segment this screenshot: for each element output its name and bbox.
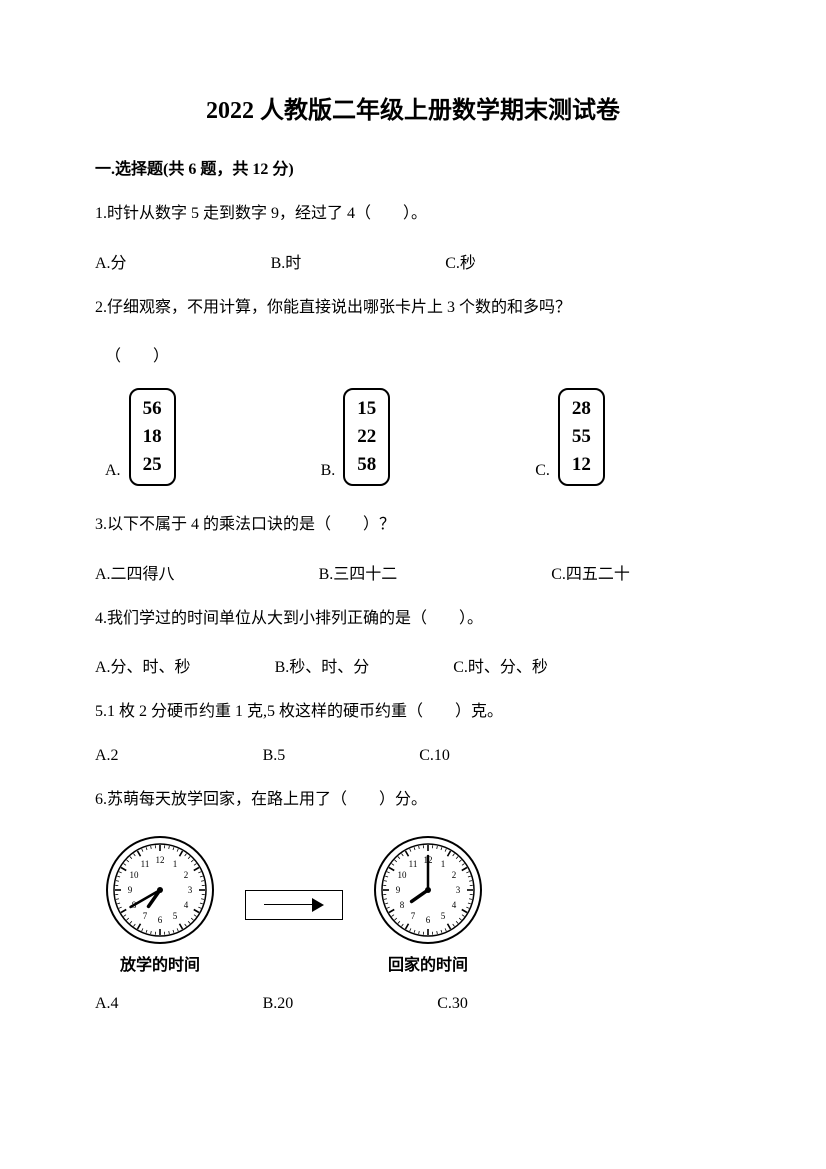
q2-card-a: A. 56 18 25 xyxy=(105,388,176,486)
q2-card-a-n1: 56 xyxy=(143,398,162,420)
clock-1-svg: 123456789101112 xyxy=(105,835,215,945)
page-title: 2022 人教版二年级上册数学期末测试卷 xyxy=(95,90,731,125)
arrow-line xyxy=(264,904,314,906)
svg-text:6: 6 xyxy=(426,915,431,925)
svg-text:9: 9 xyxy=(128,885,133,895)
arrow-head xyxy=(312,898,324,912)
q2-card-a-box: 56 18 25 xyxy=(129,388,176,486)
q2-card-c-label: C. xyxy=(535,462,550,480)
q4-opt-a: A.分、时、秒 xyxy=(95,653,191,677)
q5-opt-c: C.10 xyxy=(419,747,450,765)
q4-text: 4.我们学过的时间单位从大到小排列正确的是（ ）。 xyxy=(95,606,731,632)
q4-opt-b: B.秒、时、分 xyxy=(275,653,370,677)
svg-text:8: 8 xyxy=(400,900,405,910)
svg-text:3: 3 xyxy=(188,885,193,895)
q4-options: A.分、时、秒 B.秒、时、分 C.时、分、秒 xyxy=(95,653,731,677)
q6-text: 6.苏萌每天放学回家，在路上用了（ ）分。 xyxy=(95,787,731,813)
svg-text:6: 6 xyxy=(158,915,163,925)
svg-text:1: 1 xyxy=(441,859,446,869)
svg-text:11: 11 xyxy=(141,859,150,869)
q2-card-c-box: 28 55 12 xyxy=(558,388,605,486)
svg-text:4: 4 xyxy=(184,900,189,910)
svg-text:11: 11 xyxy=(409,859,418,869)
q5-options: A.2 B.5 C.10 xyxy=(95,747,731,765)
q2-text: 2.仔细观察，不用计算，你能直接说出哪张卡片上 3 个数的和多吗？ xyxy=(95,295,731,321)
clock-2: 123456789101112 回家的时间 xyxy=(373,835,483,975)
q2-cards: A. 56 18 25 B. 15 22 58 C. 28 55 12 xyxy=(95,388,731,486)
q3-text: 3.以下不属于 4 的乘法口诀的是（ ）？ xyxy=(95,512,731,538)
q2-card-a-label: A. xyxy=(105,462,121,480)
q3-opt-b: B.三四十二 xyxy=(319,560,398,584)
svg-text:2: 2 xyxy=(184,870,189,880)
q2-card-b-n3: 58 xyxy=(357,454,376,476)
svg-text:5: 5 xyxy=(441,911,446,921)
q1-opt-c: C.秒 xyxy=(445,249,476,273)
section-header: 一.选择题(共 6 题，共 12 分) xyxy=(95,155,731,179)
svg-text:12: 12 xyxy=(156,855,165,865)
clock-2-svg: 123456789101112 xyxy=(373,835,483,945)
q2-card-c-n2: 55 xyxy=(572,426,591,448)
q2-card-b-n2: 22 xyxy=(357,426,376,448)
q1-opt-a: A.分 xyxy=(95,249,127,273)
q1-text: 1.时针从数字 5 走到数字 9，经过了 4（ ）。 xyxy=(95,201,731,227)
q2-card-c: C. 28 55 12 xyxy=(535,388,605,486)
q3-options: A.二四得八 B.三四十二 C.四五二十 xyxy=(95,560,731,584)
q6-opt-a: A.4 xyxy=(95,995,119,1013)
clock-1: 123456789101112 放学的时间 xyxy=(105,835,215,975)
svg-text:5: 5 xyxy=(173,911,178,921)
q3-opt-a: A.二四得八 xyxy=(95,560,175,584)
q2-card-b-label: B. xyxy=(321,462,336,480)
q6-options: A.4 B.20 C.30 xyxy=(95,995,731,1013)
q4-opt-c: C.时、分、秒 xyxy=(453,653,548,677)
q5-opt-a: A.2 xyxy=(95,747,119,765)
clock-1-caption: 放学的时间 xyxy=(120,951,200,975)
svg-text:10: 10 xyxy=(130,870,140,880)
q1-opt-b: B.时 xyxy=(271,249,302,273)
q5-opt-b: B.5 xyxy=(263,747,286,765)
q2-paren: （ ） xyxy=(105,342,731,366)
q3-opt-c: C.四五二十 xyxy=(551,560,630,584)
arrow-icon xyxy=(245,890,343,920)
svg-text:9: 9 xyxy=(396,885,401,895)
q2-card-c-n3: 12 xyxy=(572,454,591,476)
q2-card-b-box: 15 22 58 xyxy=(343,388,390,486)
svg-text:3: 3 xyxy=(456,885,461,895)
q2-card-a-n2: 18 xyxy=(143,426,162,448)
svg-text:7: 7 xyxy=(411,911,416,921)
q2-card-b-n1: 15 xyxy=(357,398,376,420)
svg-text:10: 10 xyxy=(398,870,408,880)
svg-text:2: 2 xyxy=(452,870,457,880)
q6-clocks: 123456789101112 放学的时间 123456789101112 回家… xyxy=(105,835,731,975)
q5-text: 5.1 枚 2 分硬币约重 1 克,5 枚这样的硬币约重（ ）克。 xyxy=(95,699,731,725)
clock-2-caption: 回家的时间 xyxy=(388,951,468,975)
q2-card-a-n3: 25 xyxy=(143,454,162,476)
svg-text:1: 1 xyxy=(173,859,178,869)
svg-text:7: 7 xyxy=(143,911,148,921)
q6-opt-c: C.30 xyxy=(437,995,468,1013)
svg-text:4: 4 xyxy=(452,900,457,910)
q2-card-c-n1: 28 xyxy=(572,398,591,420)
q1-options: A.分 B.时 C.秒 xyxy=(95,249,731,273)
q6-opt-b: B.20 xyxy=(263,995,294,1013)
q2-card-b: B. 15 22 58 xyxy=(321,388,391,486)
